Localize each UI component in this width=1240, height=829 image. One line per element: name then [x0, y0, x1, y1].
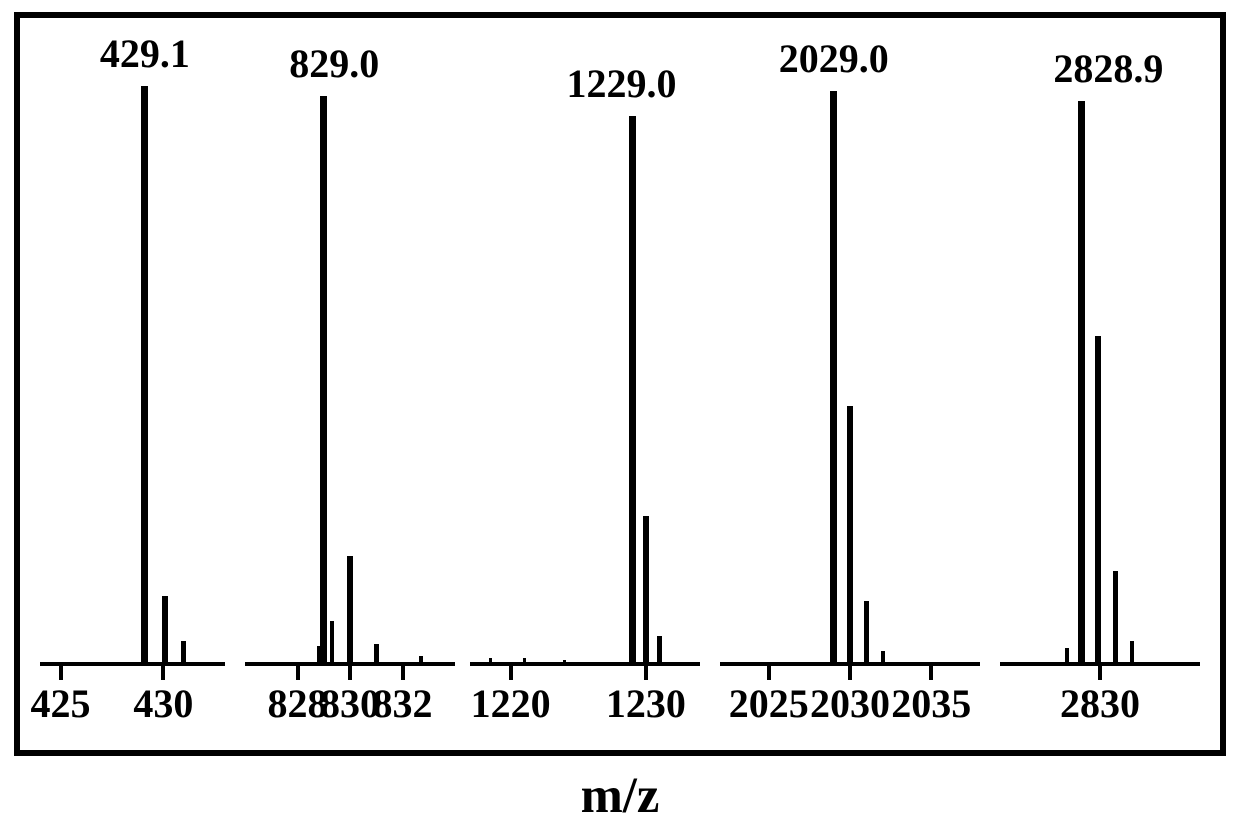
mass-peak — [657, 636, 662, 666]
mass-peak — [563, 660, 566, 666]
mass-peak — [181, 641, 186, 666]
mass-peak — [847, 406, 853, 666]
peak-label: 1229.0 — [547, 60, 697, 107]
mass-peak — [320, 96, 327, 666]
x-tick-label: 430 — [108, 680, 218, 727]
mass-peak — [489, 658, 492, 666]
peak-label: 2828.9 — [1033, 45, 1183, 92]
mass-peak — [830, 91, 837, 666]
x-axis-label: m/z — [0, 766, 1240, 824]
x-tick — [644, 666, 648, 680]
x-tick-label: 1220 — [456, 680, 566, 727]
x-tick-label: 2035 — [876, 680, 986, 727]
x-tick — [59, 666, 63, 680]
peak-label: 429.1 — [70, 30, 220, 77]
x-tick-label: 2830 — [1045, 680, 1155, 727]
x-tick-label: 425 — [6, 680, 116, 727]
x-tick — [929, 666, 933, 680]
x-tick — [1098, 666, 1102, 680]
mass-peak — [523, 658, 526, 666]
x-tick — [296, 666, 300, 680]
peak-label: 829.0 — [259, 40, 409, 87]
x-tick — [509, 666, 513, 680]
mass-peak — [864, 601, 869, 666]
mass-peak — [643, 516, 649, 666]
mass-peak — [1095, 336, 1101, 666]
mass-peak — [881, 651, 885, 666]
x-tick — [401, 666, 405, 680]
mass-peak — [1130, 641, 1134, 666]
mass-peak — [347, 556, 353, 666]
mass-peak — [629, 116, 636, 666]
peak-label: 2029.0 — [759, 35, 909, 82]
mass-peak — [374, 644, 379, 666]
mass-peak — [330, 621, 334, 666]
mass-peak — [162, 596, 168, 666]
mass-peak — [1078, 101, 1085, 666]
panel-baseline — [470, 662, 700, 666]
x-tick-label: 1230 — [591, 680, 701, 727]
x-tick — [848, 666, 852, 680]
panel-baseline — [40, 662, 225, 666]
x-tick — [348, 666, 352, 680]
chart-outer-frame — [14, 12, 1226, 756]
x-tick — [161, 666, 165, 680]
x-tick-label: 832 — [348, 680, 458, 727]
mass-peak — [141, 86, 148, 666]
mass-peak — [1113, 571, 1118, 666]
mass-peak — [419, 656, 423, 666]
x-tick — [767, 666, 771, 680]
mass-peak — [1065, 648, 1069, 666]
